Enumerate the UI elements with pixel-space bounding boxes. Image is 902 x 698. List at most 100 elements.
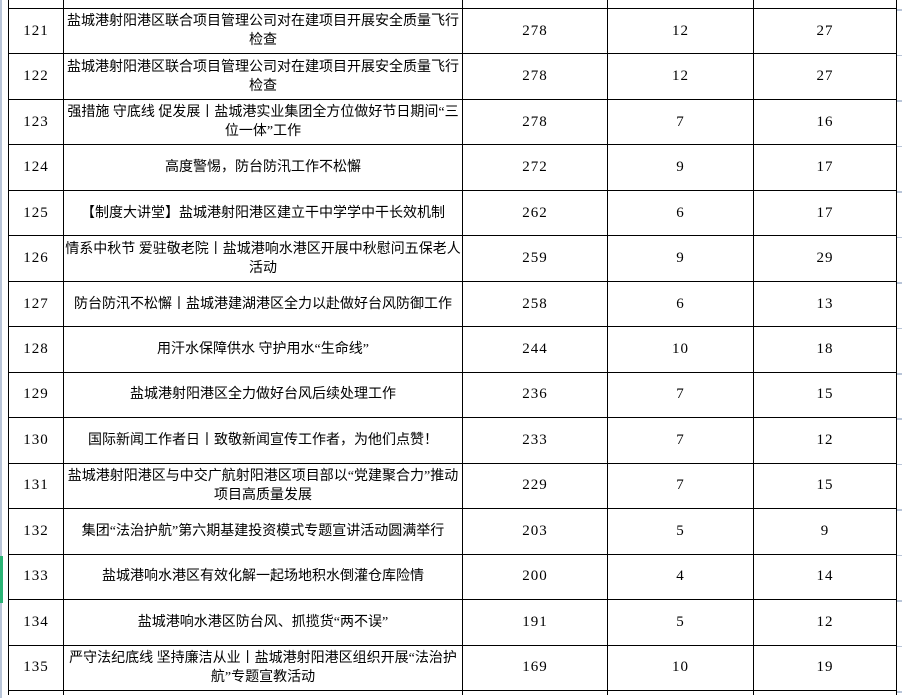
cell-row-no[interactable]: 131 [8,462,64,510]
cell-row-no[interactable]: 128 [8,326,64,373]
cell-value-2[interactable]: 12 [607,53,754,100]
cell-title[interactable]: 盐城港响水港区有效化解一起场地积水倒灌仓库险情 [63,553,463,601]
cell-empty[interactable] [607,690,754,696]
cell-value-3[interactable]: 27 [753,7,897,55]
gridline-tick [896,327,902,330]
cell-value-1[interactable]: 278 [462,7,608,55]
cell-value-3[interactable]: 13 [753,280,897,328]
gridline-tick [896,9,902,11]
cell-row-no[interactable]: 134 [8,599,64,646]
cell-empty[interactable] [462,0,608,9]
gridline-tick [896,645,902,648]
cell-row-no[interactable]: 127 [8,280,64,328]
cell-value-1[interactable]: 203 [462,508,608,555]
cell-value-3[interactable]: 19 [753,644,897,692]
cell-value-2[interactable]: 6 [607,189,754,237]
news-stats-table: 121 盐城港射阳港区联合项目管理公司对在建项目开展安全质量飞行检查 278 12 27… [8,0,897,696]
cell-row-no[interactable]: 129 [8,371,64,419]
cell-value-1[interactable]: 272 [462,144,608,191]
cell-value-3[interactable]: 27 [753,53,897,100]
table-row: 122 盐城港射阳港区联合项目管理公司对在建项目开展安全质量飞行检查 278 12 27 [8,53,897,100]
cell-value-2[interactable]: 7 [607,417,754,464]
cell-value-1[interactable]: 278 [462,98,608,146]
cell-value-3[interactable]: 18 [753,326,897,373]
cell-value-2[interactable]: 6 [607,280,754,328]
cell-row-no[interactable]: 121 [8,7,64,55]
cell-value-1[interactable]: 200 [462,553,608,601]
cell-row-no[interactable]: 125 [8,189,64,237]
cell-empty[interactable] [63,690,463,696]
cell-value-3[interactable]: 12 [753,599,897,646]
cell-empty[interactable] [753,0,897,9]
cell-title[interactable]: 盐城港响水港区防台风、抓揽货“两不误” [63,599,463,646]
cell-title[interactable]: 国际新闻工作者日丨致敬新闻宣传工作者，为他们点赞！ [63,417,463,464]
table-row: 128 用汗水保障供水 守护用水“生命线” 244 10 18 [8,326,897,373]
cell-row-no[interactable]: 123 [8,98,64,146]
cell-value-1[interactable]: 244 [462,326,608,373]
cell-empty[interactable] [607,0,754,9]
gridline-tick [896,191,902,193]
cell-value-1[interactable]: 229 [462,462,608,510]
cell-value-2[interactable]: 7 [607,462,754,510]
cell-value-3[interactable]: 15 [753,462,897,510]
cell-value-3[interactable]: 16 [753,98,897,146]
cell-value-2[interactable]: 5 [607,508,754,555]
cell-value-2[interactable]: 10 [607,326,754,373]
gridline-tick [896,100,902,102]
cell-value-2[interactable]: 5 [607,599,754,646]
table-row: 133 盐城港响水港区有效化解一起场地积水倒灌仓库险情 200 4 14 [8,553,897,601]
cell-title[interactable]: 盐城港射阳港区全力做好台风后续处理工作 [63,371,463,419]
cell-row-no[interactable]: 130 [8,417,64,464]
cell-value-1[interactable]: 258 [462,280,608,328]
cell-value-3[interactable]: 14 [753,553,897,601]
cell-value-3[interactable]: 9 [753,508,897,555]
cell-value-1[interactable]: 259 [462,235,608,282]
table-row: 121 盐城港射阳港区联合项目管理公司对在建项目开展安全质量飞行检查 278 12 27 [8,7,897,55]
gridline-tick [896,418,902,420]
cell-value-2[interactable]: 7 [607,98,754,146]
cell-title[interactable]: 高度警惕，防台防汛工作不松懈 [63,144,463,191]
cell-value-2[interactable]: 4 [607,553,754,601]
cell-row-no[interactable]: 132 [8,508,64,555]
cell-empty[interactable] [753,690,897,696]
cell-title[interactable]: 【制度大讲堂】盐城港射阳港区建立干中学学中干长效机制 [63,189,463,237]
gridline-tick [896,691,902,693]
cell-title[interactable]: 盐城港射阳港区联合项目管理公司对在建项目开展安全质量飞行检查 [63,53,463,100]
cell-title[interactable]: 情系中秋节 爱驻敬老院丨盐城港响水港区开展中秋慰问五保老人活动 [63,235,463,282]
cell-value-1[interactable]: 278 [462,53,608,100]
cell-value-3[interactable]: 12 [753,417,897,464]
gridline-tick [896,282,902,284]
cell-title[interactable]: 强措施 守底线 促发展丨盐城港实业集团全方位做好节日期间“三位一体”工作 [63,98,463,146]
gridline-tick [896,54,902,57]
cell-empty[interactable] [462,690,608,696]
cell-title[interactable]: 盐城港射阳港区联合项目管理公司对在建项目开展安全质量飞行检查 [63,7,463,55]
cell-value-2[interactable]: 9 [607,144,754,191]
cell-empty[interactable] [63,0,463,9]
cell-title[interactable]: 集团“法治护航”第六期基建投资模式专题宣讲活动圆满举行 [63,508,463,555]
cell-value-3[interactable]: 29 [753,235,897,282]
cell-row-no[interactable]: 133 [8,553,64,601]
cell-title[interactable]: 防台防汛不松懈丨盐城港建湖港区全力以赴做好台风防御工作 [63,280,463,328]
cell-title[interactable]: 严守法纪底线 坚持廉洁从业丨盐城港射阳港区组织开展“法治护航”专题宣教活动 [63,644,463,692]
cell-row-no[interactable]: 135 [8,644,64,692]
cell-value-3[interactable]: 15 [753,371,897,419]
cell-value-2[interactable]: 9 [607,235,754,282]
cell-row-no[interactable]: 124 [8,144,64,191]
cell-value-2[interactable]: 10 [607,644,754,692]
cell-value-3[interactable]: 17 [753,144,897,191]
cell-value-3[interactable]: 17 [753,189,897,237]
cell-title[interactable]: 用汗水保障供水 守护用水“生命线” [63,326,463,373]
cell-value-1[interactable]: 169 [462,644,608,692]
cell-empty[interactable] [8,690,64,696]
cell-row-no[interactable]: 122 [8,53,64,100]
cell-value-1[interactable]: 191 [462,599,608,646]
cell-value-2[interactable]: 12 [607,7,754,55]
cell-value-1[interactable]: 236 [462,371,608,419]
cell-row-no[interactable]: 126 [8,235,64,282]
cell-value-1[interactable]: 233 [462,417,608,464]
selected-row-indicator [0,556,3,603]
cell-title[interactable]: 盐城港射阳港区与中交广航射阳港区项目部以“党建聚合力”推动项目高质量发展 [63,462,463,510]
cell-value-1[interactable]: 262 [462,189,608,237]
cell-empty[interactable] [8,0,64,9]
cell-value-2[interactable]: 7 [607,371,754,419]
